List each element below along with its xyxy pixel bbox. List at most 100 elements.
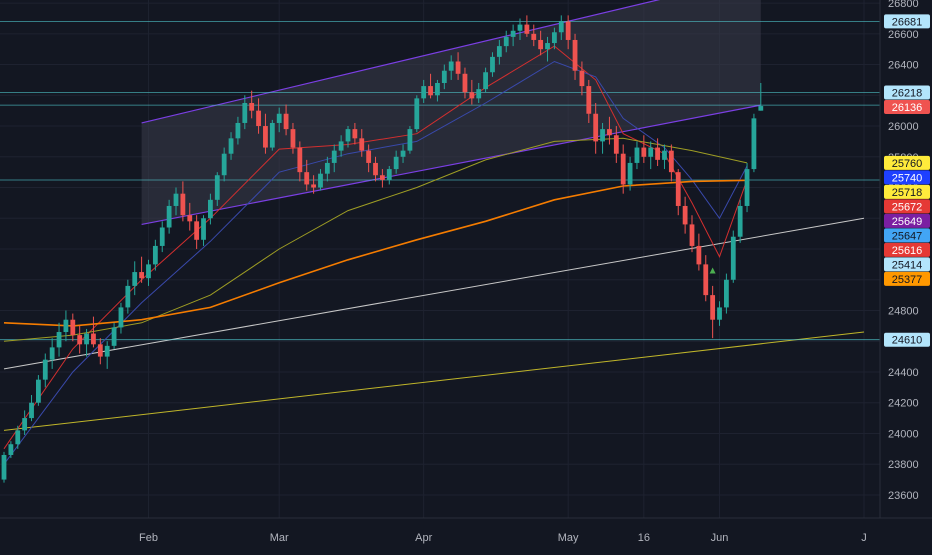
candle-body[interactable] bbox=[56, 332, 62, 348]
candle-body[interactable] bbox=[717, 307, 722, 320]
candle-body[interactable] bbox=[696, 245, 702, 265]
candle-body[interactable] bbox=[187, 215, 193, 222]
candle-body[interactable] bbox=[338, 141, 344, 151]
candle-body[interactable] bbox=[441, 70, 447, 84]
trend-line[interactable] bbox=[3, 217, 865, 370]
candle-body[interactable] bbox=[531, 33, 537, 40]
candle-body[interactable] bbox=[648, 147, 654, 157]
candle-body[interactable] bbox=[593, 113, 599, 142]
candle-body[interactable] bbox=[455, 61, 461, 74]
candle-body[interactable] bbox=[469, 92, 475, 99]
candle-body[interactable] bbox=[345, 129, 351, 142]
candle-body[interactable] bbox=[366, 150, 372, 163]
candle-body[interactable] bbox=[269, 122, 275, 148]
candle-body[interactable] bbox=[324, 162, 330, 174]
candle-body[interactable] bbox=[641, 147, 647, 157]
candle-body[interactable] bbox=[235, 122, 241, 139]
candle-body[interactable] bbox=[29, 402, 34, 419]
candle-body[interactable] bbox=[221, 153, 227, 176]
candle-body[interactable] bbox=[538, 39, 544, 50]
candle-body[interactable] bbox=[146, 264, 151, 279]
candle-body[interactable] bbox=[710, 295, 716, 320]
candle-body[interactable] bbox=[152, 245, 158, 265]
candle-body[interactable] bbox=[758, 106, 764, 111]
candle-body[interactable] bbox=[476, 89, 482, 99]
candle-body[interactable] bbox=[483, 72, 488, 90]
candle-body[interactable] bbox=[111, 327, 117, 346]
candle-body[interactable] bbox=[194, 221, 200, 240]
candle-body[interactable] bbox=[297, 147, 303, 173]
candle-body[interactable] bbox=[159, 227, 165, 246]
candle-body[interactable] bbox=[214, 175, 220, 200]
candle-body[interactable] bbox=[634, 147, 640, 163]
candle-body[interactable] bbox=[545, 43, 550, 50]
candle-body[interactable] bbox=[166, 205, 172, 228]
candle-body[interactable] bbox=[607, 129, 612, 136]
candle-body[interactable] bbox=[228, 138, 234, 154]
candle-body[interactable] bbox=[517, 24, 523, 31]
candle-body[interactable] bbox=[400, 150, 406, 157]
candle-body[interactable] bbox=[125, 285, 131, 308]
candle-body[interactable] bbox=[407, 129, 413, 151]
candle-body[interactable] bbox=[662, 150, 667, 160]
candle-body[interactable] bbox=[91, 333, 96, 345]
candle-body[interactable] bbox=[331, 150, 337, 163]
candle-body[interactable] bbox=[689, 224, 695, 246]
candle-body[interactable] bbox=[42, 359, 48, 380]
candle-body[interactable] bbox=[462, 73, 468, 93]
candle-body[interactable] bbox=[97, 344, 103, 357]
candle-body[interactable] bbox=[428, 86, 433, 96]
candle-body[interactable] bbox=[173, 193, 179, 206]
candle-body[interactable] bbox=[682, 205, 688, 225]
candle-body[interactable] bbox=[373, 162, 378, 176]
candle-body[interactable] bbox=[290, 129, 296, 148]
horizontal-levels[interactable] bbox=[0, 20, 880, 341]
candle-body[interactable] bbox=[63, 319, 69, 333]
candle-body[interactable] bbox=[552, 32, 557, 44]
candle-body[interactable] bbox=[744, 169, 750, 206]
candle-body[interactable] bbox=[118, 307, 124, 328]
candle-body[interactable] bbox=[730, 236, 736, 280]
candle-body[interactable] bbox=[359, 138, 365, 151]
candle-body[interactable] bbox=[15, 430, 21, 445]
trend-lines[interactable] bbox=[3, 217, 865, 431]
candle-body[interactable] bbox=[421, 86, 427, 99]
candle-body[interactable] bbox=[49, 347, 55, 360]
candle-body[interactable] bbox=[579, 70, 585, 87]
candle-body[interactable] bbox=[572, 39, 578, 71]
candle-body[interactable] bbox=[84, 333, 89, 345]
candle-body[interactable] bbox=[352, 129, 358, 139]
candle-body[interactable] bbox=[724, 279, 729, 308]
candle-body[interactable] bbox=[620, 153, 626, 185]
candles[interactable] bbox=[1, 15, 764, 483]
candle-body[interactable] bbox=[558, 21, 564, 33]
candle-body[interactable] bbox=[655, 147, 660, 160]
candle-body[interactable] bbox=[208, 199, 213, 219]
candle-body[interactable] bbox=[276, 113, 282, 123]
candle-body[interactable] bbox=[627, 162, 633, 185]
candle-body[interactable] bbox=[201, 218, 206, 240]
candle-body[interactable] bbox=[510, 30, 516, 37]
time-axis[interactable]: Feb Mar Apr May 16 Jun J bbox=[0, 517, 932, 550]
candle-body[interactable] bbox=[600, 129, 605, 142]
candle-body[interactable] bbox=[393, 156, 399, 170]
candle-body[interactable] bbox=[448, 61, 454, 71]
candle-body[interactable] bbox=[318, 173, 323, 188]
candle-body[interactable] bbox=[414, 98, 420, 130]
candle-body[interactable] bbox=[496, 46, 502, 57]
candle-body[interactable] bbox=[1, 454, 7, 480]
candle-body[interactable] bbox=[283, 113, 289, 130]
candle-body[interactable] bbox=[737, 205, 743, 237]
candle-body[interactable] bbox=[503, 36, 509, 47]
candle-body[interactable] bbox=[132, 272, 138, 286]
candle-body[interactable] bbox=[36, 379, 41, 403]
candle-body[interactable] bbox=[613, 135, 619, 154]
candle-body[interactable] bbox=[311, 184, 316, 188]
candle-body[interactable] bbox=[565, 21, 571, 40]
candle-body[interactable] bbox=[139, 272, 144, 279]
candle-body[interactable] bbox=[490, 56, 495, 73]
candle-body[interactable] bbox=[751, 118, 757, 170]
candle-body[interactable] bbox=[586, 86, 592, 114]
